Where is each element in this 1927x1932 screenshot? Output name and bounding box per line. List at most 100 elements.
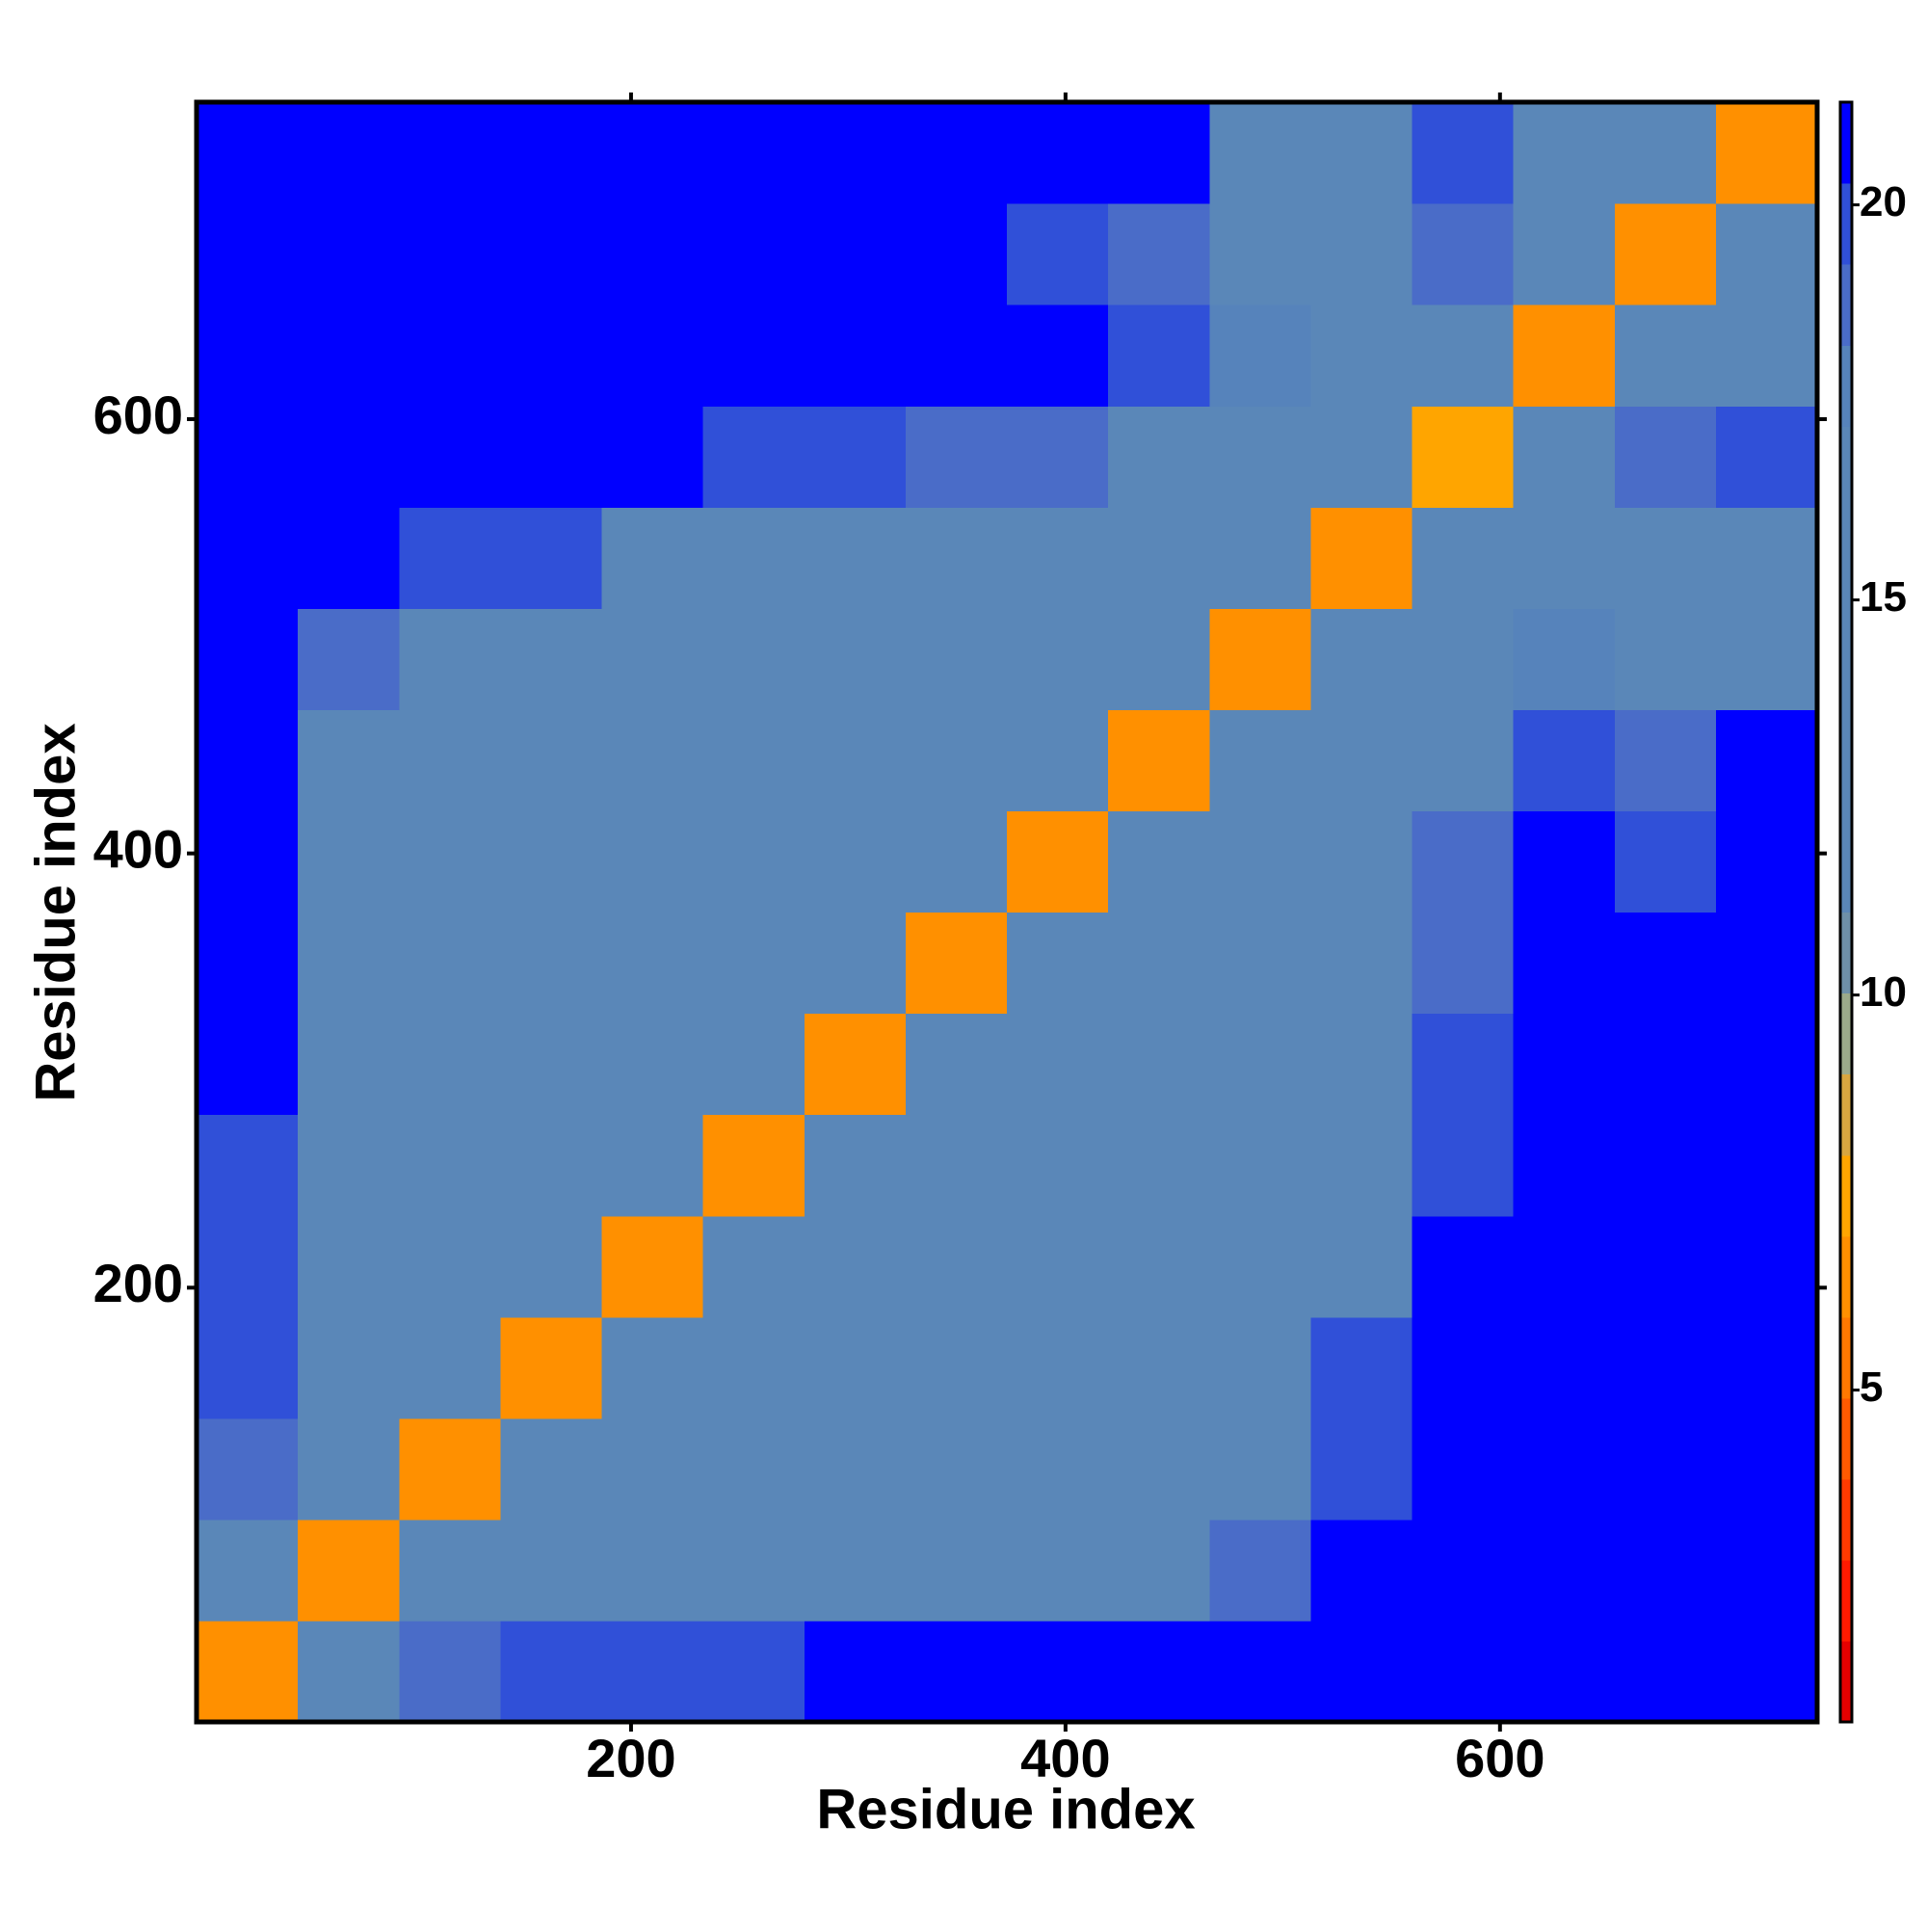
heatmap-cell [1513,507,1616,609]
colorbar-frame [1838,100,1854,1724]
heatmap-cell [298,102,400,204]
heatmap-cell [500,810,603,913]
heatmap-cell [1614,406,1717,508]
heatmap-cell [298,507,400,609]
heatmap-cell [1614,608,1717,710]
colorbar-tick-label: 20 [1860,178,1907,225]
x-axis-title: Residue index [816,1778,1195,1840]
heatmap-cell [905,304,1008,407]
x-tick-label: 400 [1020,1728,1110,1788]
heatmap-cell [1209,1215,1311,1318]
heatmap-cell [601,406,704,508]
heatmap-cell [399,1013,501,1116]
x-tick-label: 200 [586,1728,675,1788]
heatmap-cell [1513,1519,1616,1622]
heatmap-cell [702,1417,805,1521]
heatmap-cell [298,1620,400,1723]
colorbar-segment [1840,912,1852,994]
heatmap-cell [804,608,907,710]
heatmap-cell [500,102,603,204]
heatmap-cell [1614,1417,1717,1521]
y-tick-label: 600 [93,384,183,445]
heatmap-cell [399,608,501,710]
heatmap-cell [905,1519,1008,1622]
heatmap-cell [399,1519,501,1622]
heatmap-cell [601,709,704,812]
colorbar-segment [1840,1154,1852,1237]
heatmap-cell [1614,203,1717,305]
heatmap-cell [1007,1519,1109,1622]
heatmap-cell [399,1620,501,1723]
heatmap-cell [1715,912,1818,1015]
heatmap-cell [1310,912,1413,1015]
heatmap-cell [905,608,1008,710]
heatmap-cell [197,1215,299,1318]
heatmap-cell [500,1519,603,1622]
heatmap-cell [804,1620,907,1723]
heatmap-cell [1209,1620,1311,1723]
heatmap-cell [601,810,704,913]
heatmap-cell [298,1417,400,1521]
heatmap-cell [1513,1620,1616,1723]
colorbar-segment [1840,264,1852,346]
heatmap-cell [1715,1620,1818,1723]
heatmap-cell [1310,1215,1413,1318]
heatmap-cell [1310,1013,1413,1116]
heatmap-cell [1310,1620,1413,1723]
heatmap-cell [1108,1316,1210,1419]
heatmap-cell [702,1519,805,1622]
heatmap-cell [1715,304,1818,407]
heatmap-cell [1513,1417,1616,1521]
heatmap-cell [1209,203,1311,305]
heatmap-cell [1614,709,1717,812]
heatmap-cell [1310,709,1413,812]
heatmap-cell [298,1013,400,1116]
heatmap-cell [1513,608,1616,710]
heatmap-cell [601,304,704,407]
heatmap-cell [1614,1519,1717,1622]
heatmap-cell [1715,1013,1818,1116]
heatmap-cell [197,1316,299,1419]
heatmap-cell [1412,203,1515,305]
heatmap-cell [702,203,805,305]
heatmap-cell [1715,1114,1818,1217]
heatmap-cell [905,810,1008,913]
heatmap-cell [702,406,805,508]
heatmap-cell [1310,810,1413,913]
heatmap-cell [1614,912,1717,1015]
heatmap-cell [1513,1114,1616,1217]
heatmap-cell [804,304,907,407]
heatmap-cell [500,203,603,305]
heatmap-cell [804,709,907,812]
colorbar-segment [1840,669,1852,751]
heatmap-cell [1007,1417,1109,1521]
heatmap-cell [1007,304,1109,407]
heatmap-cell [399,1316,501,1419]
heatmap-cell [601,1519,704,1622]
heatmap-cell [1108,102,1210,204]
heatmap-cell [197,507,299,609]
heatmap-cell [298,1316,400,1419]
heatmap-cell [1513,1013,1616,1116]
heatmap-cell [1412,810,1515,913]
heatmap-cell [197,608,299,710]
heatmap-cell [905,1215,1008,1318]
heatmap-cell [399,1215,501,1318]
heatmap-cell [1412,1620,1515,1723]
heatmap-cell [197,1519,299,1622]
heatmap-cell [500,1114,603,1217]
colorbar-segment [1840,1073,1852,1156]
heatmap-cell [1715,102,1818,204]
heatmap-cell [702,810,805,913]
heatmap-cell [1007,1215,1109,1318]
heatmap-cell [804,912,907,1015]
heatmap-cell [1715,1417,1818,1521]
heatmap-cell [804,1417,907,1521]
heatmap-cell [1108,1620,1210,1723]
heatmap-cell [1310,203,1413,305]
heatmap-cell [1007,406,1109,508]
heatmap-cell [197,1013,299,1116]
heatmap-cell [601,203,704,305]
heatmap-cell [1614,304,1717,407]
